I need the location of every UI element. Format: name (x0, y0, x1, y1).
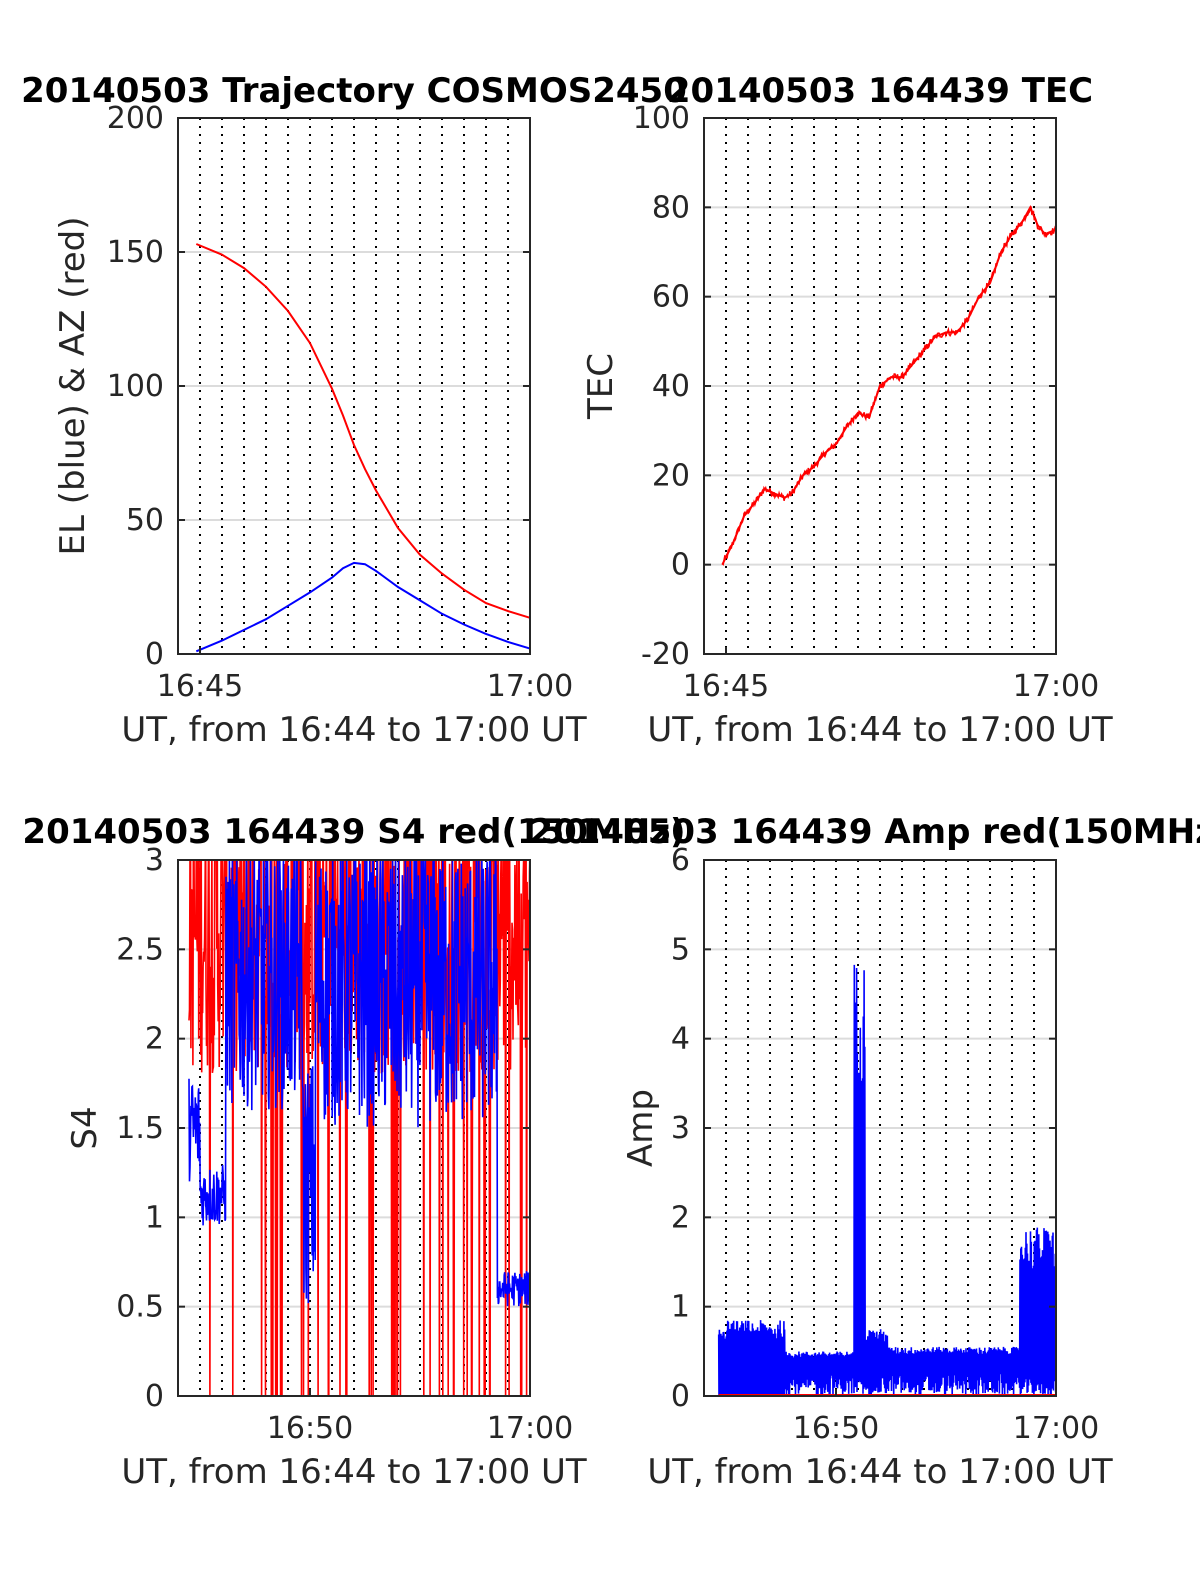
tec-x-label: UT, from 16:44 to 17:00 UT (647, 710, 1113, 750)
amp-y-tick-label: 1 (671, 1290, 690, 1325)
traj-series-line (195, 243, 531, 619)
s4-y-tick-label: 1.5 (116, 1111, 164, 1146)
tec-y-ticks: -20 0 20 40 60 80 100 (633, 101, 1056, 672)
trajectory-x-ticks: 16:45 17:00 (157, 647, 573, 704)
tec-grid (704, 118, 1056, 654)
tec-series-noise (721, 206, 1057, 566)
amp-y-ticks: 0 1 2 3 4 5 6 (671, 843, 1056, 1414)
tec-x-ticks: 16:45 17:00 (683, 647, 1099, 704)
traj-y-tick-label: 50 (126, 503, 164, 538)
s4-x-label: UT, from 16:44 to 17:00 UT (121, 1452, 587, 1492)
tec-y-tick-label: -20 (641, 637, 690, 672)
tec-x-tick-label: 17:00 (1013, 669, 1099, 704)
trajectory-y-label: EL (blue) & AZ (red) (53, 216, 93, 555)
tec-y-tick-label: 100 (633, 101, 690, 136)
amp-x-tick-label: 16:50 (793, 1411, 879, 1446)
tec-y-tick-label: 40 (652, 369, 690, 404)
s4-y-label: S4 (65, 1106, 105, 1149)
amp-y-tick-label: 6 (671, 843, 690, 878)
traj-y-tick-label: 150 (107, 235, 164, 270)
amp-panel: 0 1 2 3 4 5 6 16:50 17:00 20140503 164439 Amp r… (529, 812, 1200, 1492)
trajectory-series (195, 243, 531, 653)
s4-blue-trace (188, 860, 530, 1307)
s4-y-tick-label: 0.5 (116, 1290, 164, 1325)
amp-y-tick-label: 4 (671, 1022, 690, 1057)
tec-y-tick-label: 0 (671, 548, 690, 583)
trajectory-title: 20140503 Trajectory COSMOS2450 (21, 71, 687, 111)
s4-y-tick-label: 2.5 (116, 932, 164, 967)
traj-series-line (195, 561, 531, 653)
s4-y-tick-label: 0 (145, 1379, 164, 1414)
traj-y-tick-label: 0 (145, 637, 164, 672)
amp-x-label: UT, from 16:44 to 17:00 UT (647, 1452, 1113, 1492)
amp-title: 20140503 164439 Amp red(150MHz) (529, 812, 1200, 852)
trajectory-x-label: UT, from 16:44 to 17:00 UT (121, 710, 587, 750)
tec-y-tick-label: 60 (652, 280, 690, 315)
s4-x-tick-label: 16:50 (267, 1411, 353, 1446)
s4-y-tick-label: 1 (145, 1200, 164, 1235)
tec-series (721, 204, 1057, 566)
tec-y-label: TEC (581, 353, 621, 420)
s4-x-tick-label: 17:00 (487, 1411, 573, 1446)
traj-y-tick-label: 100 (107, 369, 164, 404)
amp-y-label: Amp (621, 1089, 661, 1167)
tec-x-tick-label: 16:45 (683, 669, 769, 704)
s4-title: 20140503 164439 S4 red(150MHz) (22, 812, 685, 852)
s4-y-tick-label: 3 (145, 843, 164, 878)
traj-y-tick-label: 200 (107, 101, 164, 136)
traj-x-tick-label: 17:00 (487, 669, 573, 704)
s4-y-tick-label: 2 (145, 1022, 164, 1057)
s4-x-ticks: 16:50 17:00 (267, 1389, 573, 1446)
s4-series (188, 860, 530, 1396)
trajectory-grid (178, 118, 530, 654)
traj-x-tick-label: 16:45 (157, 669, 243, 704)
amp-x-tick-label: 17:00 (1013, 1411, 1099, 1446)
s4-panel: 0 0.5 1 1.5 2 2.5 3 16:50 17:00 20140503 164439… (22, 812, 685, 1492)
amp-y-tick-label: 3 (671, 1111, 690, 1146)
amp-y-tick-label: 2 (671, 1200, 690, 1235)
tec-panel: -20 0 20 40 60 80 100 16:45 17:00 20140503 1644… (581, 71, 1113, 750)
amp-blue-trace (717, 964, 1056, 1396)
tec-title: 20140503 164439 TEC (667, 71, 1093, 111)
tec-y-tick-label: 80 (652, 190, 690, 225)
amp-y-tick-label: 0 (671, 1379, 690, 1414)
s4-y-ticks: 0 0.5 1 1.5 2 2.5 3 (116, 843, 530, 1414)
amp-grid (704, 860, 1056, 1396)
tec-y-tick-label: 20 (652, 458, 690, 493)
trajectory-y-ticks: 0 50 100 150 200 (107, 101, 530, 672)
amp-y-tick-label: 5 (671, 932, 690, 967)
amp-x-ticks: 16:50 17:00 (793, 1389, 1099, 1446)
